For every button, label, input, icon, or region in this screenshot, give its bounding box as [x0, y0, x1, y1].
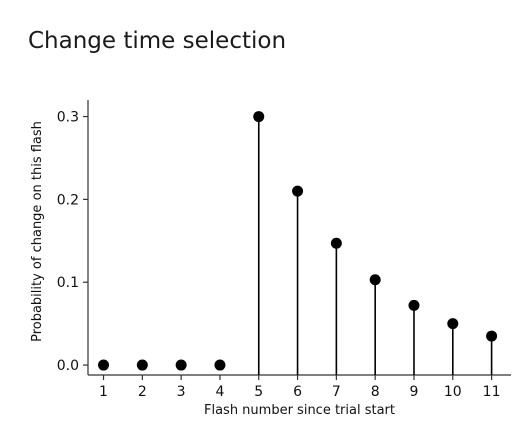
- y-tick-label: 0.3: [57, 110, 79, 126]
- stem-marker: [369, 274, 381, 286]
- x-tick-label: 3: [177, 384, 186, 400]
- y-tick-label: 0.2: [57, 192, 79, 208]
- stem-marker: [175, 359, 187, 371]
- x-tick-label: 2: [138, 384, 147, 400]
- stem-series: [98, 111, 498, 375]
- x-tick-label: 11: [483, 384, 501, 400]
- stem-marker: [486, 330, 498, 342]
- y-ticks: 0.0 0.1 0.2 0.3: [57, 110, 88, 374]
- stem-marker: [98, 359, 110, 371]
- x-ticks: 1 2 3 4 5 6 7 8 9 10 11: [99, 375, 501, 400]
- x-tick-label: 4: [215, 384, 224, 400]
- x-tick-label: 9: [410, 384, 419, 400]
- y-axis-label: Probability of change on this flash: [30, 121, 45, 342]
- x-tick-label: 6: [293, 384, 302, 400]
- x-tick-label: 1: [99, 384, 108, 400]
- x-tick-label: 8: [371, 384, 380, 400]
- stem-marker: [447, 318, 459, 330]
- x-tick-label: 7: [332, 384, 341, 400]
- stem-marker: [408, 299, 420, 311]
- chart-axes: [87, 100, 511, 376]
- stem-marker: [292, 185, 304, 197]
- x-axis-label: Flash number since trial start: [204, 403, 395, 418]
- stem-marker: [214, 359, 226, 371]
- x-tick-label: 10: [444, 384, 462, 400]
- stem-marker: [253, 111, 265, 123]
- x-tick-label: 5: [254, 384, 263, 400]
- stem-marker: [330, 237, 342, 249]
- stem-marker: [136, 359, 148, 371]
- y-tick-label: 0.0: [57, 358, 79, 374]
- chart-title: Change time selection: [28, 28, 287, 54]
- y-tick-label: 0.1: [57, 275, 79, 291]
